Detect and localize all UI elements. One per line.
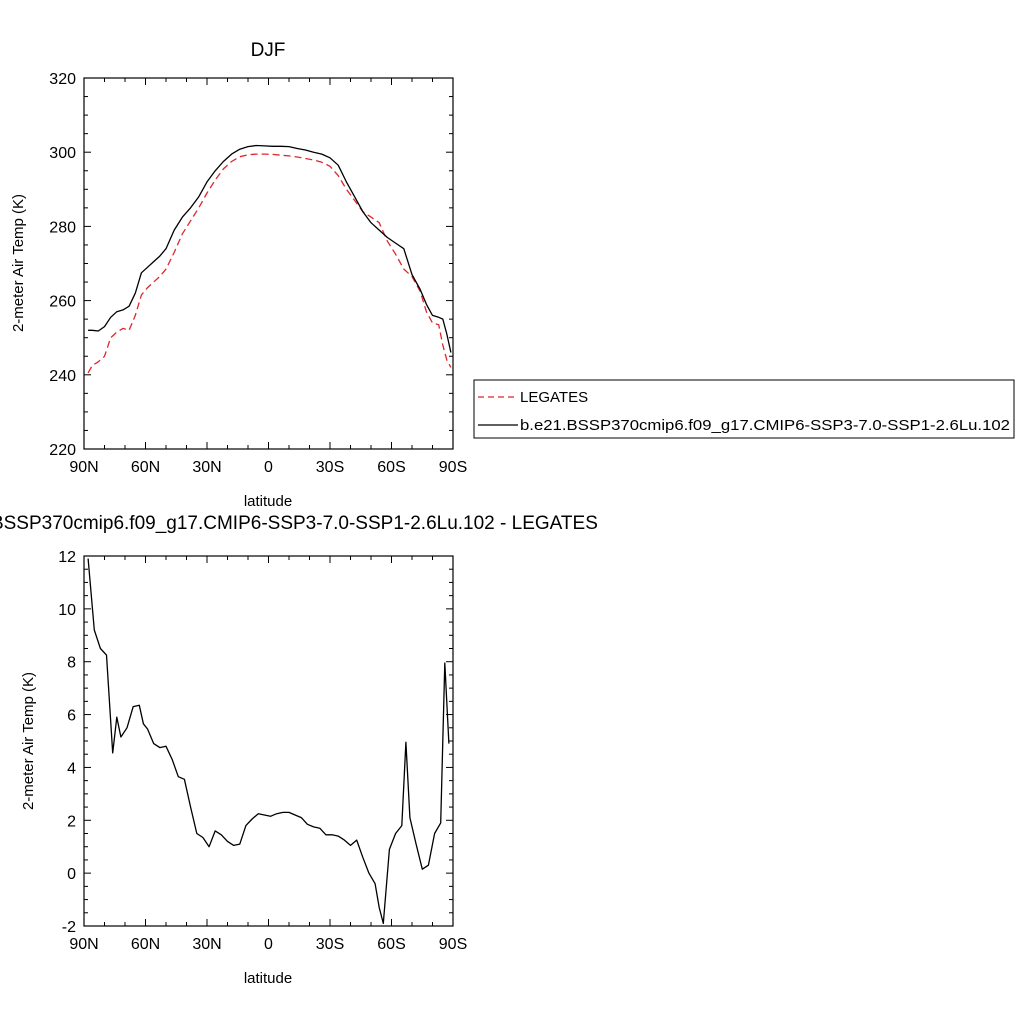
legend-label-model: b.e21.BSSP370cmip6.f09_g17.CMIP6-SSP3-7.…: [520, 417, 1010, 434]
x-axis-label: latitude: [244, 970, 292, 987]
x-tick-label: 90S: [439, 459, 467, 476]
x-tick-label: 60N: [131, 936, 160, 953]
x-tick-label: 30S: [316, 936, 344, 953]
plot-frame: [83, 77, 454, 450]
y-tick-label: 4: [67, 760, 76, 777]
legend: LEGATES b.e21.BSSP370cmip6.f09_g17.CMIP6…: [473, 379, 1015, 439]
chart-title-djf: DJF: [251, 40, 286, 61]
y-tick-label: 0: [67, 866, 76, 883]
plot-frame: [83, 555, 454, 927]
x-tick-label: 90S: [439, 936, 467, 953]
y-tick-label: 8: [67, 655, 76, 672]
y-tick-label: 300: [49, 145, 76, 162]
y-axis-label: 2-meter Air Temp (K): [20, 672, 37, 810]
y-tick-label: -2: [62, 919, 76, 936]
y-tick-label: 240: [49, 368, 76, 385]
x-tick-label: 0: [264, 936, 273, 953]
x-tick-label: 60N: [131, 459, 160, 476]
x-axis-label: latitude: [244, 493, 292, 510]
x-tick-label: 90N: [69, 459, 98, 476]
x-tick-label: 60S: [377, 936, 405, 953]
y-axis-label: 2-meter Air Temp (K): [10, 194, 27, 332]
x-tick-label: 90N: [69, 936, 98, 953]
y-tick-label: 280: [49, 219, 76, 236]
y-tick-label: 220: [49, 442, 76, 459]
y-tick-label: 2: [67, 813, 76, 830]
y-tick-label: 10: [58, 602, 76, 619]
legend-box: [473, 379, 1015, 439]
x-tick-label: 30N: [192, 936, 221, 953]
series-line-model: [88, 144, 452, 353]
x-tick-label: 0: [264, 459, 273, 476]
panel-climatology: DJF 90N 60N 30N 0 30S 60S 90S 220 240 260 280 300 32…: [10, 40, 467, 510]
x-tick-label: 30N: [192, 459, 221, 476]
series-line-difference: [87, 558, 450, 925]
y-tick-label: 320: [49, 71, 76, 88]
panel-difference: b.e21.BSSP370cmip6.f09_g17.CMIP6-SSP3-7.…: [0, 513, 598, 987]
y-tick-label: 12: [58, 549, 76, 566]
x-tick-label: 60S: [377, 459, 405, 476]
x-tick-label: 30S: [316, 459, 344, 476]
legend-label-legates: LEGATES: [520, 389, 588, 406]
series-line-legates: [87, 153, 452, 374]
chart-title-difference: b.e21.BSSP370cmip6.f09_g17.CMIP6-SSP3-7.…: [0, 513, 598, 534]
y-tick-label: 6: [67, 708, 76, 725]
y-tick-label: 260: [49, 294, 76, 311]
